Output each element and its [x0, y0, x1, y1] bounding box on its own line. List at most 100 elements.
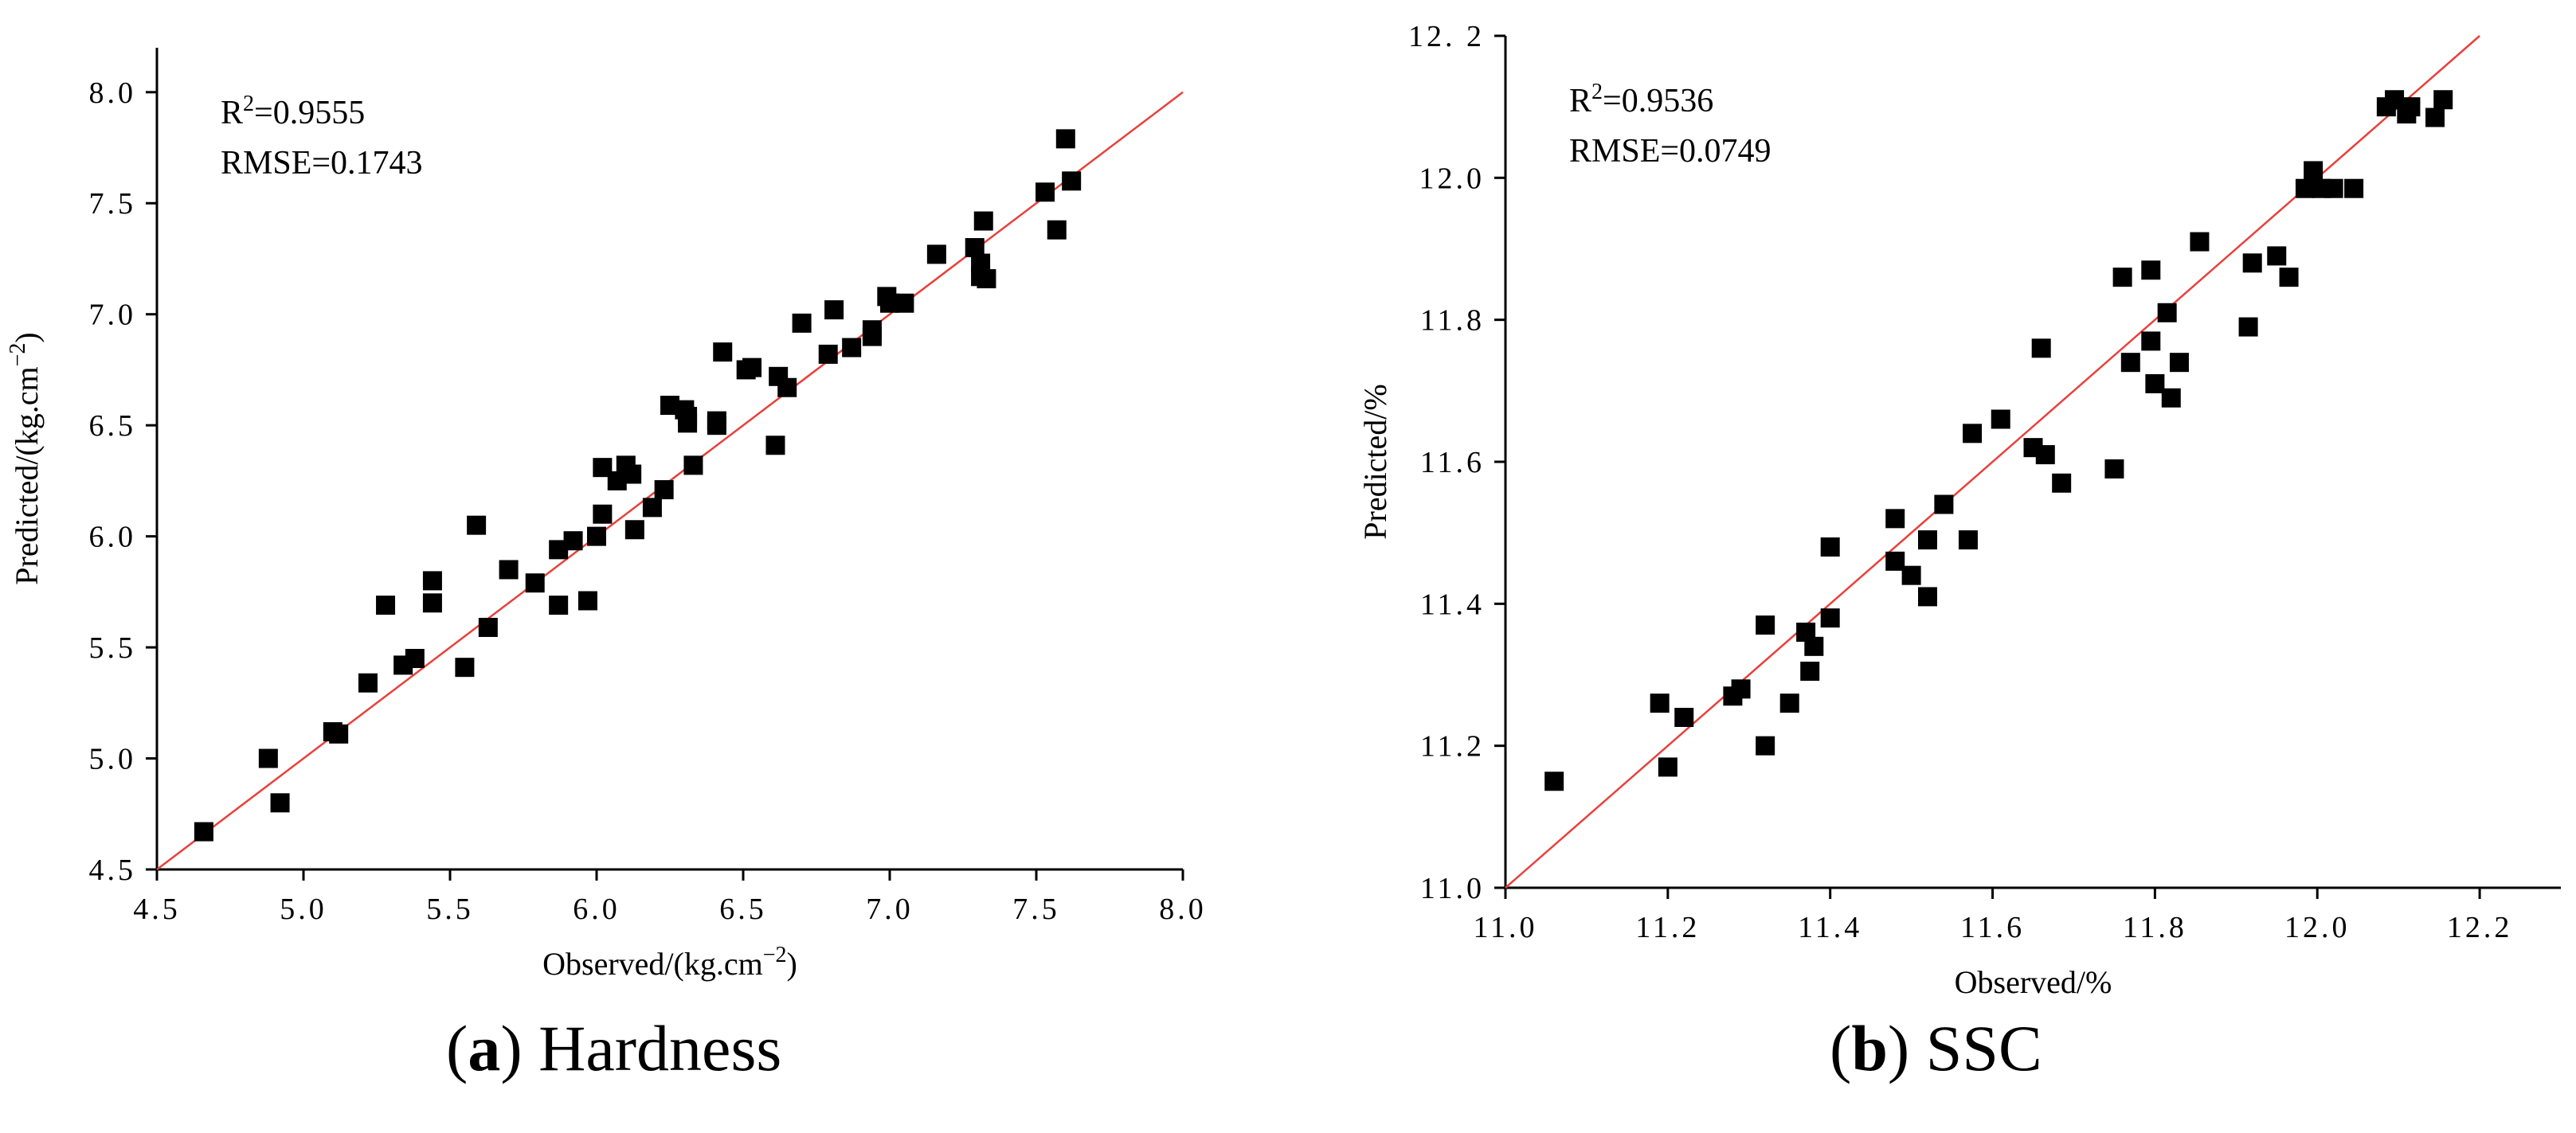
data-point: [258, 748, 278, 768]
data-point: [1674, 708, 1694, 727]
data-point: [742, 357, 762, 377]
data-point: [818, 344, 838, 364]
x-tick-label: 11.6: [1960, 911, 2025, 944]
data-point: [270, 793, 290, 813]
data-point: [2112, 268, 2132, 287]
data-point: [2104, 459, 2124, 479]
data-point: [422, 593, 442, 613]
data-point: [549, 596, 569, 615]
data-point: [499, 560, 519, 580]
data-point: [1062, 171, 1082, 191]
x-tick-label: 12.0: [2284, 911, 2351, 944]
data-point: [2267, 246, 2287, 266]
x-axis-label: Observed/%: [1955, 964, 2112, 1000]
data-point: [593, 504, 613, 524]
data-point: [1756, 615, 1775, 635]
data-point: [1731, 679, 1751, 699]
data-point: [2323, 178, 2343, 198]
data-point: [1963, 424, 1983, 443]
caption-hardness: (a) Hardness: [446, 1012, 782, 1084]
data-point: [654, 480, 674, 500]
rmse-annotation: RMSE=0.1743: [221, 145, 423, 182]
x-tick-label: 5.0: [280, 893, 327, 926]
data-point: [194, 822, 213, 842]
data-point: [329, 724, 349, 744]
r2-value: =0.9536: [1603, 83, 1713, 119]
rmse-annotation: RMSE=0.0749: [1569, 133, 1771, 170]
data-point: [587, 526, 606, 546]
ssc-scatter-chart: 11.0 11.2 11.4 11.6 11.8 12.0 12.2 11.0 11.2 11.4…: [1357, 20, 2561, 1000]
axis-label-text: Observed/%: [1955, 964, 2112, 1000]
y-tick-label: 6.0: [89, 521, 137, 554]
caption-letter: a: [468, 1012, 501, 1084]
data-point: [842, 338, 862, 357]
data-point: [765, 436, 785, 455]
y-tick-label: 6.5: [89, 409, 137, 443]
x-tick-label: 5.5: [426, 893, 474, 926]
data-point: [2295, 178, 2315, 198]
x-tick-label: 11.0: [1473, 911, 1537, 944]
axis-label-text: Predicted/(kg.cm: [9, 366, 45, 584]
panel-ssc: 11.0 11.2 11.4 11.6 11.8 12.0 12.2 11.0 11.2 11.4…: [1288, 0, 2576, 1133]
data-point: [1918, 587, 1937, 607]
axis-label-text: Predicted/%: [1357, 384, 1393, 540]
x-tick-label: 11.2: [1635, 911, 1700, 944]
data-point: [2304, 161, 2323, 181]
panel-hardness: 4.5 5.0 5.5 6.0 6.5 7.0 7.5 8.0 4.5 5.0 5.5 6.0 6.5 7…: [6, 48, 1207, 1084]
data-point: [624, 520, 644, 540]
data-point: [422, 571, 442, 591]
data-point: [1756, 736, 1775, 756]
r2-annotation: R2=0.9555: [221, 92, 365, 131]
data-point: [2141, 260, 2161, 280]
data-point: [777, 377, 797, 397]
x-tick-label: 11.8: [2123, 911, 2187, 944]
data-point: [1650, 693, 1670, 713]
y-tick-label: 8.0: [89, 76, 137, 110]
axis-label-superscript: −2: [763, 943, 787, 967]
data-point: [895, 293, 914, 313]
r2-superscript: 2: [243, 92, 254, 116]
data-point: [707, 416, 726, 436]
y-tick-label: 7.0: [89, 299, 137, 332]
axis-label-tail: ): [9, 332, 45, 342]
caption-text: Hardness: [538, 1012, 782, 1084]
data-point: [1934, 494, 1954, 514]
x-tick-label: 8.0: [1159, 893, 1207, 926]
data-point: [1804, 636, 1824, 656]
r2-annotation: R2=0.9536: [1569, 80, 1713, 119]
data-point: [2279, 268, 2299, 287]
axis-label-text: Observed/(kg.cm: [542, 946, 763, 982]
data-point: [1991, 409, 2010, 429]
data-point: [455, 658, 475, 678]
y-tick-label: 12. 2: [1408, 20, 1485, 53]
data-point: [2120, 353, 2140, 373]
data-point: [1544, 772, 1564, 791]
data-point: [1047, 220, 1067, 240]
data-point: [862, 326, 882, 346]
data-point: [2031, 338, 2051, 358]
data-point: [2344, 178, 2364, 198]
x-tick-label: 6.5: [719, 893, 767, 926]
y-axis-label: Predicted/%: [1357, 384, 1393, 540]
data-point: [926, 244, 946, 264]
y-tick-label: 5.5: [89, 631, 137, 665]
data-point: [1800, 662, 1820, 682]
axis-label-tail: ): [787, 946, 797, 982]
y-tick-label: 11.4: [1420, 588, 1485, 621]
caption-letter: b: [1851, 1012, 1888, 1084]
y-tick-label: 11.0: [1420, 872, 1485, 905]
y-tick-label: 11.2: [1420, 730, 1485, 764]
x-tick-label: 7.5: [1012, 893, 1060, 926]
data-point: [2035, 445, 2055, 465]
x-tick-label: 6.0: [573, 893, 621, 926]
data-point: [405, 649, 425, 669]
data-point: [1035, 182, 1055, 202]
data-point: [2401, 97, 2421, 117]
data-point: [2425, 107, 2445, 127]
data-point: [358, 673, 378, 693]
data-point: [792, 313, 812, 333]
data-point: [2157, 303, 2177, 322]
data-point: [1885, 551, 1905, 571]
caption-ssc: (b) SSC: [1830, 1012, 2042, 1084]
data-point: [678, 413, 698, 433]
